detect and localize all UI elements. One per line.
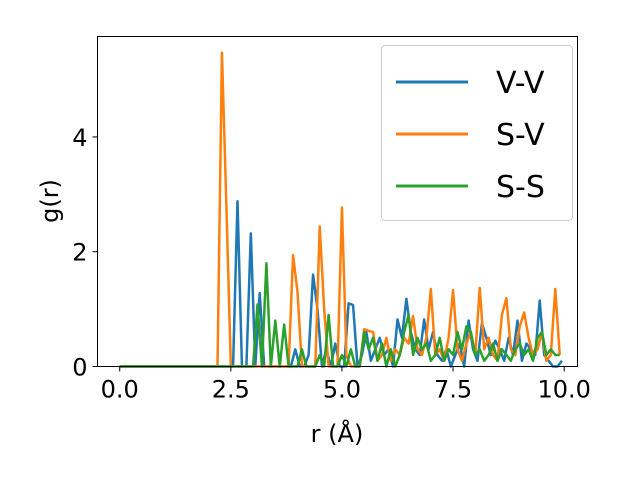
x-tick-label: 7.5 xyxy=(434,376,472,404)
x-tick-label: 2.5 xyxy=(212,376,250,404)
y-tick-label: 0 xyxy=(72,354,87,382)
legend: V-V S-V S-S xyxy=(381,45,573,221)
x-axis-label: r (Å) xyxy=(311,419,364,448)
legend-label-S-V: S-V xyxy=(496,118,545,153)
legend-label-V-V: V-V xyxy=(496,66,545,101)
legend-frame xyxy=(381,45,573,221)
x-tick-label: 5.0 xyxy=(323,376,361,404)
y-tick-label: 4 xyxy=(72,124,87,152)
y-tick-label: 2 xyxy=(72,239,87,267)
y-axis: 0 2 4 xyxy=(72,124,98,382)
x-axis: 0.0 2.5 5.0 7.5 10.0 xyxy=(101,366,591,404)
legend-label-S-S: S-S xyxy=(496,170,545,205)
x-tick-label: 0.0 xyxy=(101,376,139,404)
y-axis-label: g(r) xyxy=(36,179,64,223)
plot-frame xyxy=(97,36,578,367)
x-tick-label: 10.0 xyxy=(537,376,590,404)
